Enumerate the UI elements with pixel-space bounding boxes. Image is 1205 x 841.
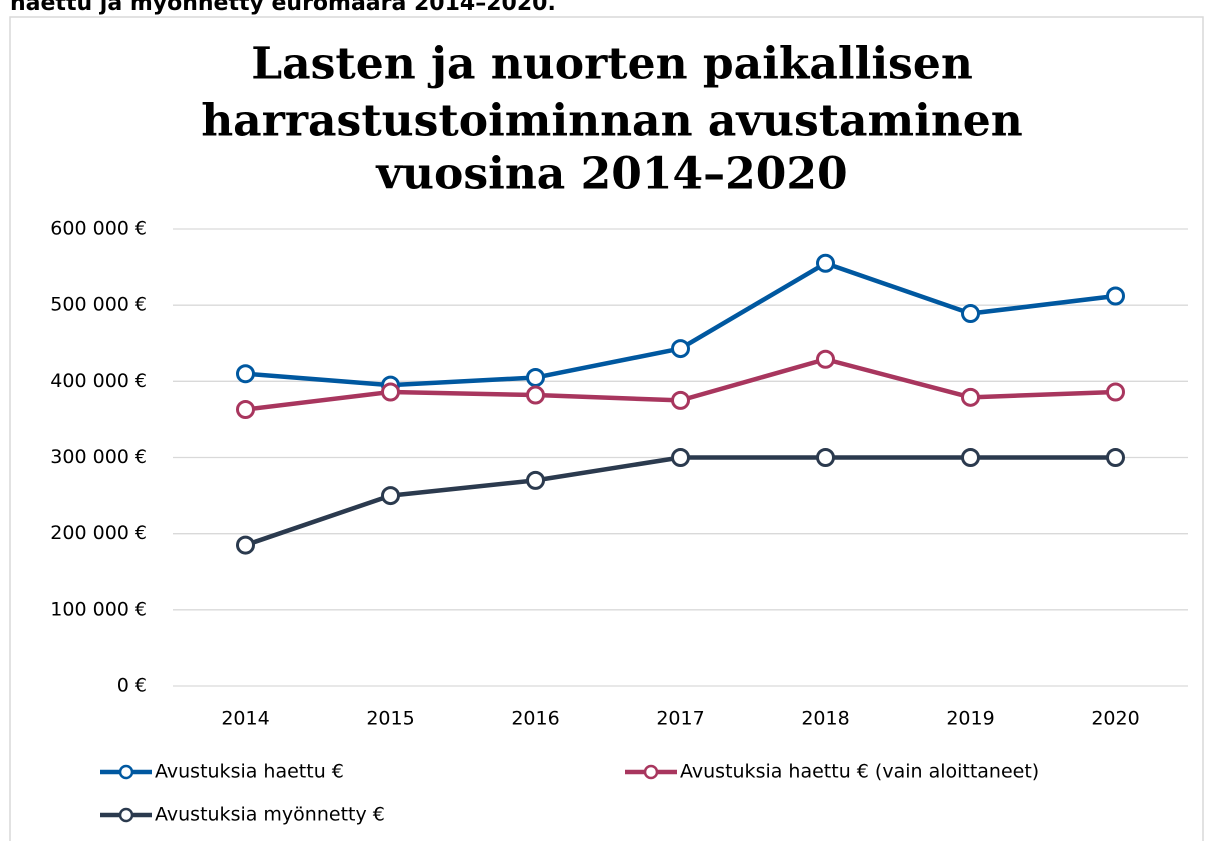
data-point [816,349,835,369]
chart-title: harrastustoiminnan avustaminen [201,96,1023,147]
y-tick-label: 400 000 € [50,370,147,392]
series-line [244,455,1116,548]
legend-marker [118,764,134,780]
data-point [961,304,980,324]
caption: haettu ja myönnetty euromäärä 2014–2020. [10,0,556,16]
y-tick-label: 300 000 € [50,446,147,468]
data-point [671,390,690,410]
data-point [1106,448,1125,467]
x-tick-label: 2015 [366,708,414,730]
data-point [236,535,255,555]
legend-marker [643,764,659,780]
x-tick-label: 2019 [946,708,994,730]
data-point [671,339,690,359]
data-point [1106,286,1125,306]
y-tick-label: 0 € [117,675,147,697]
y-tick-label: 500 000 € [50,294,147,316]
data-point [381,486,400,506]
legend-label: Avustuksia haettu € [155,761,344,783]
legend-marker [118,807,134,823]
y-tick-label: 600 000 € [50,218,147,240]
y-tick-label: 100 000 € [50,598,147,620]
data-point [526,368,545,388]
data-point [671,448,690,467]
data-point [1106,382,1125,402]
legend-label: Avustuksia haettu € (vain aloittaneet) [680,761,1039,783]
chart-title: Lasten ja nuorten paikallisen [251,39,973,90]
data-point [381,382,400,402]
data-point [961,448,980,467]
chart-title: vuosina 2014–2020 [375,149,847,200]
data-point [961,387,980,407]
data-point [236,400,255,420]
x-tick-label: 2020 [1091,708,1139,730]
data-point [526,385,545,405]
series-line [245,261,1116,388]
data-point [816,448,835,467]
data-point [526,470,545,490]
chart-border [9,16,1204,841]
x-tick-label: 2014 [221,708,269,730]
x-tick-label: 2017 [656,708,704,730]
x-tick-label: 2016 [511,708,559,730]
data-point [816,253,835,273]
data-point [236,364,255,384]
legend-label: Avustuksia myönnetty € [155,804,385,826]
y-tick-label: 200 000 € [50,522,147,544]
x-tick-label: 2018 [801,708,849,730]
